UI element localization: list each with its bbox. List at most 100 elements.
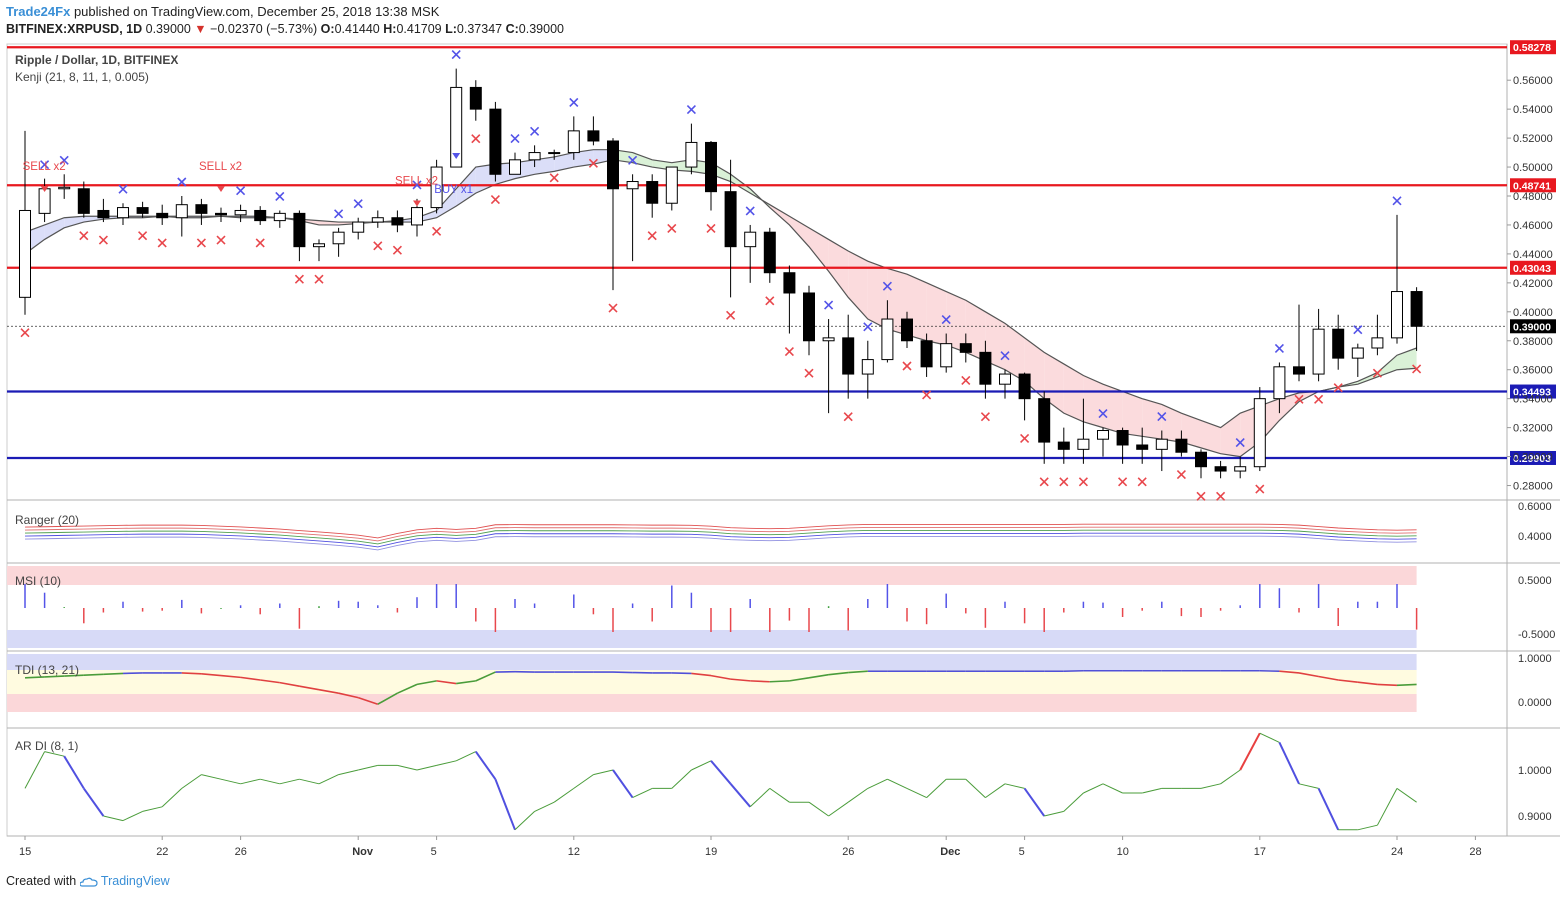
tdi-indicator-label[interactable]: TDI (13, 21) (15, 663, 79, 677)
ardi-segment (1083, 783, 1104, 794)
marker-stroke (216, 235, 226, 245)
candle-body (1116, 430, 1129, 446)
ranger-indicator-label[interactable]: Ranger (20) (15, 513, 79, 527)
candle-body (920, 340, 933, 368)
candle-body (352, 221, 365, 233)
price-tick-label: 0.56000 (1513, 75, 1553, 87)
ardi-segment (1004, 783, 1025, 789)
signal-x-marker (902, 361, 912, 371)
marker-stroke (686, 105, 696, 115)
created-with-text: Created with (6, 874, 77, 888)
candle-body (783, 272, 796, 294)
candle-body (763, 231, 776, 274)
cloud-segment (887, 268, 907, 335)
signal-x-marker (1196, 491, 1206, 501)
high-label: H: (383, 22, 397, 36)
signal-x-marker (1333, 383, 1343, 393)
tdi-tick-label: 0.0000 (1518, 697, 1552, 709)
level-price-label: 0.29903 (1513, 453, 1551, 465)
ardi-segment (926, 778, 947, 798)
ranger-tick-label: 0.6000 (1518, 501, 1552, 513)
kenji-indicator-label[interactable]: Kenji (21, 8, 11, 1, 0.005) (15, 70, 149, 84)
price-tick-label: 0.40000 (1513, 307, 1553, 319)
signal-x-marker (392, 245, 402, 255)
price-tick-label: 0.52000 (1513, 133, 1553, 145)
marker-stroke (882, 281, 892, 291)
signal-x-marker (765, 296, 775, 306)
date-tick-label: 15 (19, 846, 31, 858)
signal-x-marker (1000, 351, 1010, 361)
date-tick-label: 10 (1117, 846, 1129, 858)
marker-stroke (236, 186, 246, 196)
signal-x-marker (882, 281, 892, 291)
signal-x-marker (118, 184, 128, 194)
marker-stroke (432, 226, 442, 236)
msi-upper-band (7, 566, 1417, 585)
signal-x-marker (314, 274, 324, 284)
candle-body (215, 212, 227, 216)
marker-stroke (1372, 368, 1382, 378)
ranger-line (24, 526, 1417, 542)
candle-body (293, 212, 306, 248)
candle-body (195, 204, 208, 214)
signal-x-marker (961, 375, 971, 386)
signal-x-marker (941, 314, 951, 325)
candle-body (724, 191, 737, 248)
marker-stroke (79, 231, 89, 241)
signal-x-marker (1353, 325, 1363, 335)
candle-body (646, 181, 659, 204)
price-change: −0.02370 (−5.73%) (210, 22, 318, 36)
marker-stroke (745, 206, 755, 216)
marker-stroke (510, 134, 520, 144)
cloud-segment (534, 156, 555, 175)
tradingview-brand-link[interactable]: TradingView (100, 874, 170, 888)
ardi-segment (1023, 787, 1046, 817)
open-value: 0.41440 (334, 22, 380, 36)
marker-stroke (784, 346, 794, 357)
marker-stroke (726, 310, 736, 320)
tdi-segment (83, 673, 104, 676)
tdi-segment (1357, 681, 1378, 686)
tdi-segment (44, 675, 65, 678)
ardi-segment (808, 801, 829, 817)
tdi-lower-band (7, 694, 1417, 712)
cloud-segment (1063, 363, 1084, 422)
ardi-segment (122, 810, 143, 822)
msi-indicator-label[interactable]: MSI (10) (15, 574, 61, 588)
candle-body (234, 209, 247, 216)
signal-x-marker (20, 328, 30, 338)
candle-body (999, 373, 1011, 385)
candle-body (1195, 451, 1207, 468)
marker-stroke (824, 300, 834, 310)
tdi-segment (240, 676, 261, 681)
marker-stroke (294, 274, 304, 284)
cloud-slow-line (24, 159, 1417, 429)
ardi-segment (260, 778, 280, 785)
marker-stroke (530, 126, 540, 136)
publisher-name[interactable]: Trade24Fx (6, 4, 71, 19)
ardi-segment (24, 751, 46, 789)
marker-stroke (451, 50, 461, 60)
signal-x-marker (628, 155, 638, 165)
cloud-segment (64, 216, 84, 228)
tdi-segment (730, 678, 751, 682)
sell-arrow-icon (217, 186, 225, 193)
down-arrow-icon: ▼ (194, 22, 207, 36)
signal-x-marker (1294, 394, 1304, 404)
marker-stroke (353, 199, 363, 209)
ardi-indicator-label[interactable]: AR DI (8, 1) (15, 739, 78, 753)
tdi-segment (338, 692, 359, 699)
candle-body (175, 204, 188, 219)
candle-body (1293, 366, 1305, 375)
tdi-segment (181, 672, 202, 675)
marker-stroke (1196, 491, 1206, 501)
ranger-tick-label: 0.4000 (1518, 531, 1552, 543)
sell-arrow-icon (413, 200, 421, 207)
ardi-segment (632, 787, 653, 799)
date-tick-label: 22 (156, 846, 168, 858)
tdi-segment (710, 674, 731, 680)
marker-stroke (1137, 477, 1147, 487)
candle-body (77, 188, 90, 214)
cloud-segment (1005, 323, 1025, 382)
